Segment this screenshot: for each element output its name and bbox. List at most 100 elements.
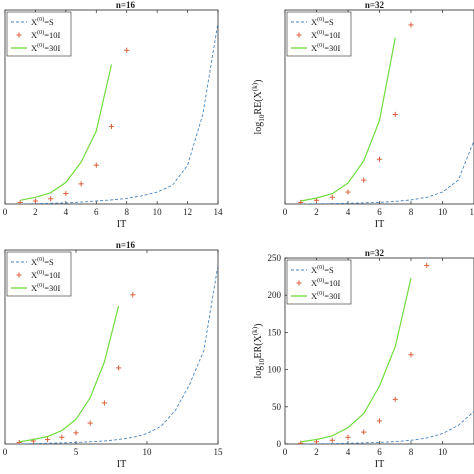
- data-point: [108, 123, 115, 129]
- x-tick-label: 8: [409, 207, 414, 217]
- plot-frame: [4, 249, 219, 445]
- x-tick-label: 10: [438, 207, 448, 217]
- x-tick-label: 12: [183, 207, 192, 217]
- data-point: [329, 194, 335, 200]
- x-axis-label: IT: [117, 459, 126, 470]
- data-point: [376, 156, 383, 162]
- x-tick-label: 5: [74, 447, 79, 457]
- legend-label: X(0)=10I: [31, 29, 61, 40]
- x-tick-label: 10: [438, 447, 448, 457]
- data-point: [392, 396, 398, 402]
- data-point: [87, 420, 93, 426]
- data-point: [298, 199, 304, 204]
- series-line: [300, 277, 412, 443]
- legend: X(0)=S X(0)=10I X(0)=30I: [6, 251, 72, 297]
- data-point: [17, 199, 23, 204]
- chart-title: n=32: [365, 0, 385, 10]
- chart-title: n=16: [116, 240, 136, 250]
- data-point: [345, 434, 351, 440]
- x-tick-label: 14: [214, 207, 224, 217]
- data-point: [45, 436, 51, 443]
- y-axis-label: log10ER(X(k)): [251, 323, 266, 378]
- legend: X(0)=S X(0)=10I X(0)=30I: [6, 11, 72, 57]
- data-point: [361, 429, 367, 435]
- x-axis-label: IT: [375, 219, 384, 230]
- legend-label: X(0)=10I: [311, 29, 341, 40]
- x-tick-label: 0: [3, 207, 8, 217]
- series-line: [19, 264, 218, 444]
- x-tick-label: 0: [283, 447, 288, 457]
- data-point: [78, 181, 84, 187]
- legend: X(0)=S X(0)=10I X(0)=30I: [286, 259, 352, 305]
- data-point: [73, 430, 79, 436]
- chart-panel-1: 0 2 4 6 8 10 12 14 n=16 IT X(0)=S X(0)=10I X(0)=30I: [3, 0, 223, 230]
- y-tick-label: 50: [272, 402, 282, 412]
- series-line: [19, 305, 120, 443]
- x-tick-label: 4: [346, 207, 351, 217]
- data-point: [101, 400, 107, 406]
- data-point: [63, 190, 69, 197]
- legend-label: X(0)=30I: [311, 290, 341, 301]
- x-axis-label: IT: [117, 219, 126, 230]
- x-tick-label: 4: [346, 447, 351, 457]
- data-point: [361, 177, 367, 183]
- x-tick-label: 10: [153, 207, 163, 217]
- legend-label: X(0)=30I: [31, 282, 61, 293]
- data-point: [329, 437, 335, 443]
- data-point: [116, 365, 122, 371]
- series-line: [300, 410, 474, 444]
- data-point: [48, 196, 54, 202]
- legend-label: X(0)=30I: [311, 42, 341, 53]
- data-point: [376, 418, 383, 424]
- chart-panel-2: 0 2 4 6 8 10 12 n=32 IT log10RE(X(k)) X(0)=S X(0)=1…: [251, 0, 474, 230]
- series-group: [17, 22, 218, 204]
- data-point: [392, 111, 398, 118]
- data-point: [408, 352, 414, 358]
- series-line: [300, 140, 474, 204]
- legend-marker: [296, 32, 302, 38]
- data-point: [32, 198, 39, 204]
- x-tick-label: 6: [94, 207, 99, 217]
- x-tick-label: 4: [64, 207, 69, 217]
- data-point: [298, 440, 304, 444]
- legend-marker: [296, 280, 302, 286]
- legend-box: [286, 259, 352, 305]
- legend-label: X(0)=10I: [311, 277, 341, 288]
- data-point: [345, 189, 351, 195]
- y-tick-label: 150: [268, 327, 282, 337]
- legend-label: X(0)=10I: [31, 269, 61, 280]
- legend-label: X(0)=30I: [31, 42, 61, 53]
- x-tick-label: 2: [33, 207, 38, 217]
- legend-label: X(0)=S: [31, 256, 54, 267]
- x-tick-label: 10: [143, 447, 153, 457]
- y-tick-label: 100: [268, 365, 282, 375]
- chart-title: n=16: [116, 0, 136, 10]
- x-tick-label: 0: [283, 207, 288, 217]
- data-point: [130, 292, 136, 298]
- data-point: [424, 262, 430, 269]
- x-tick-label: 15: [214, 447, 224, 457]
- series-group: [16, 264, 218, 444]
- series-line: [300, 37, 396, 202]
- x-tick-label: 2: [314, 207, 319, 217]
- plot-frame: [4, 9, 219, 205]
- data-point: [93, 162, 99, 168]
- y-tick-label: 200: [268, 290, 282, 300]
- legend: X(0)=S X(0)=10I X(0)=30I: [286, 11, 352, 57]
- data-point: [124, 47, 130, 53]
- series-line: [20, 64, 113, 201]
- series-line: [20, 22, 218, 204]
- legend-marker: [16, 32, 22, 38]
- y-tick-label: 0: [277, 439, 282, 449]
- x-tick-label: 6: [377, 207, 382, 217]
- legend-box: [6, 11, 72, 57]
- x-tick-label: 6: [377, 447, 382, 457]
- data-point: [408, 22, 414, 28]
- legend-box: [6, 251, 72, 297]
- chart-title: n=32: [365, 248, 385, 258]
- y-tick-label: 250: [268, 253, 282, 263]
- data-point: [16, 439, 22, 444]
- chart-panel-3: 0 5 10 15 n=16 IT X(0)=S X(0)=10I X(0)=30I: [3, 240, 223, 470]
